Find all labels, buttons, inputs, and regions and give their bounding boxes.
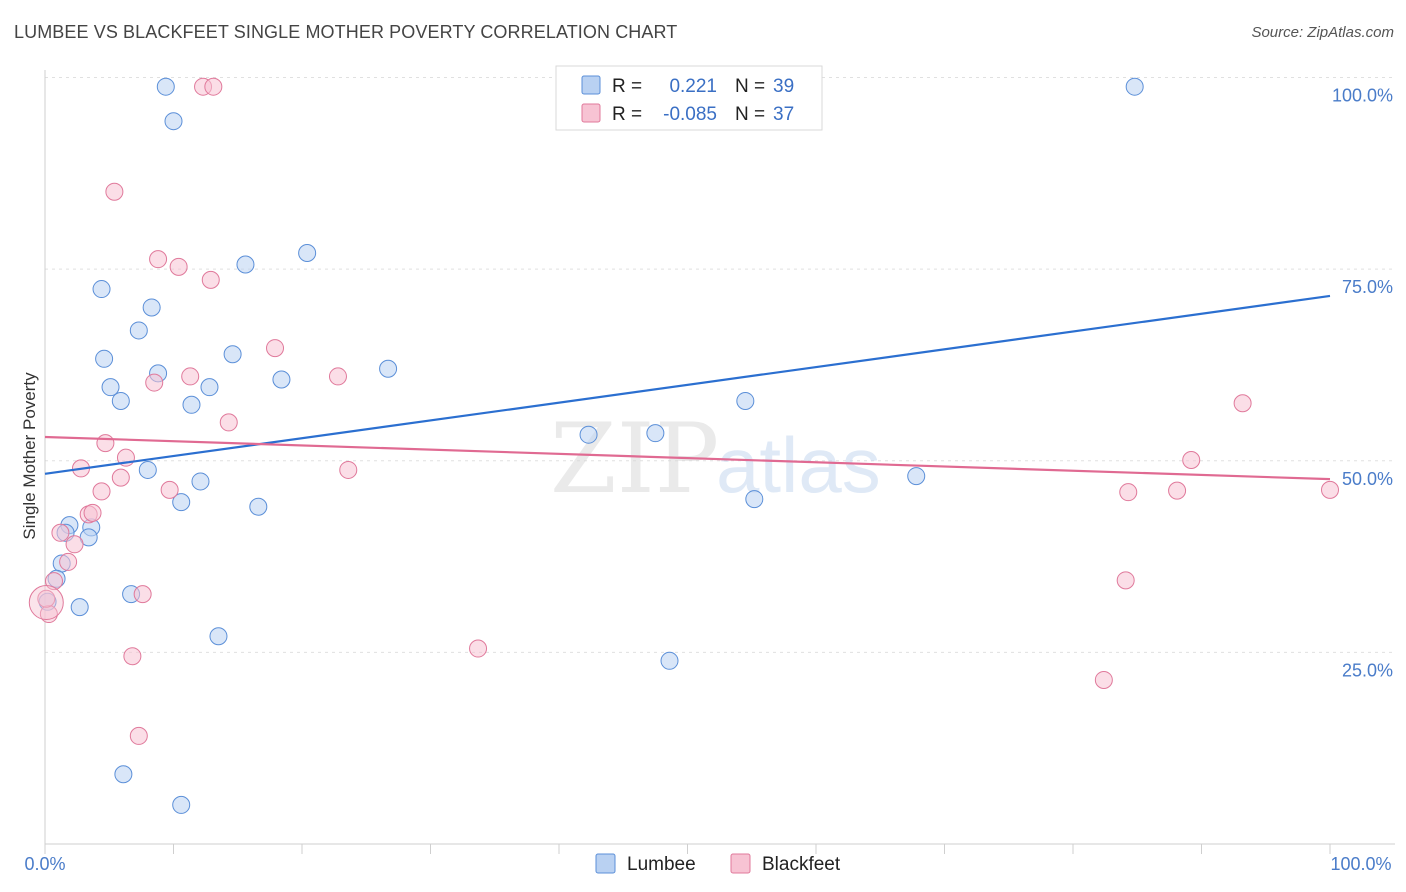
lumbee-point [745,490,764,509]
lumbee-point [223,345,242,364]
watermark-atlas: atlas [716,421,881,509]
lumbee-point [272,370,291,389]
chart-title: LUMBEE VS BLACKFEET SINGLE MOTHER POVERT… [14,22,678,42]
y-axis-label: Single Mother Poverty [20,372,39,540]
stats-legend-box [555,65,823,131]
lumbee-point [111,391,130,410]
lumbee-point [92,280,111,299]
lumbee-point [172,493,191,512]
blackfeet-point [204,77,223,96]
blackfeet-point [266,339,285,358]
lumbee-point [191,472,210,491]
blackfeet-r-label: R = [612,104,642,125]
blackfeet-point [1321,480,1339,499]
lumbee-n-value: 39 [773,76,794,97]
blackfeet-point [44,572,63,591]
lumbee-point [156,77,175,96]
lumbee-point [95,349,114,368]
blackfeet-n-label: N = [735,104,765,125]
lumbee-point [129,321,148,340]
source-label: Source: ZipAtlas.com [1251,24,1394,41]
blackfeet-point [83,503,102,522]
lumbee-point [138,460,157,479]
blackfeet-points [28,77,1339,745]
blackfeet-point [65,535,84,554]
tick-labels: 0.0% 100.0% 25.0% 50.0% 75.0% 100.0% [24,86,1393,875]
lumbee-point [70,598,89,617]
blackfeet-point [92,482,111,501]
lumbee-point [646,424,665,443]
lumbee-r-value: 0.221 [669,76,717,97]
blackfeet-point [219,413,238,432]
blackfeet-point [149,250,168,269]
y-tick-label: 100.0% [1332,86,1393,106]
blackfeet-point [181,367,200,386]
y-tick-label: 25.0% [1342,660,1393,680]
blackfeet-point [469,639,488,658]
y-tick-label: 75.0% [1342,277,1393,297]
lumbee-point [114,765,133,784]
lumbee-point [907,467,926,486]
legend-lumbee-swatch [595,853,616,874]
lumbee-point [172,795,191,814]
legend-blackfeet-swatch [730,853,751,874]
blackfeet-point [111,468,130,487]
blackfeet-point [145,373,164,392]
x-tick-label: 100.0% [1330,854,1391,874]
lumbee-point [164,112,183,131]
lumbee-point [249,497,268,516]
lumbee-point [379,359,398,378]
blackfeet-point [96,434,115,453]
lumbee-point [660,651,679,670]
lumbee-point [1125,77,1144,96]
blackfeet-point [1233,394,1252,413]
y-tick-label: 50.0% [1342,469,1393,489]
trend-lines [44,294,1331,481]
blackfeet-point [51,523,70,542]
x-tick-label: 0.0% [24,854,65,874]
lumbee-r-label: R = [612,76,642,97]
blackfeet-point [133,585,152,604]
blackfeet-point [123,647,142,666]
lumbee-point [236,255,255,274]
blackfeet-point [1182,450,1201,469]
blackfeet-point [339,460,358,479]
blackfeet-point [1168,481,1187,500]
stats-legend: R = 0.221 N = 39 R = -0.085 N = 37 [555,65,823,131]
blackfeet-point [59,552,78,571]
lumbee-point [200,378,219,397]
legend-lumbee-label: Lumbee [627,854,696,875]
blackfeet-trend-line [44,435,1331,481]
blackfeet-legend-swatch [581,103,601,123]
blackfeet-point [169,257,188,276]
lumbee-n-label: N = [735,76,765,97]
grid-lines [45,77,1395,653]
blackfeet-point [201,270,220,289]
blackfeet-point [160,480,179,499]
lumbee-point [101,378,120,397]
series-legend: Lumbee Blackfeet [595,853,841,875]
legend-blackfeet-label: Blackfeet [762,854,841,875]
axes [44,70,1395,854]
lumbee-point [209,627,228,646]
lumbee-legend-swatch [581,75,601,95]
blackfeet-point [1119,483,1138,502]
blackfeet-n-value: 37 [773,104,794,125]
blackfeet-point [1116,571,1135,590]
lumbee-point [579,425,598,444]
blackfeet-point [1094,670,1113,689]
blackfeet-point-large [28,585,64,621]
blackfeet-point [129,726,148,745]
blackfeet-r-value: -0.085 [663,104,717,125]
blackfeet-point [37,589,56,608]
blackfeet-point [105,182,124,201]
lumbee-point [142,298,161,317]
blackfeet-point [328,367,347,386]
lumbee-point [298,244,317,263]
lumbee-point [182,395,201,414]
lumbee-point [736,391,755,410]
